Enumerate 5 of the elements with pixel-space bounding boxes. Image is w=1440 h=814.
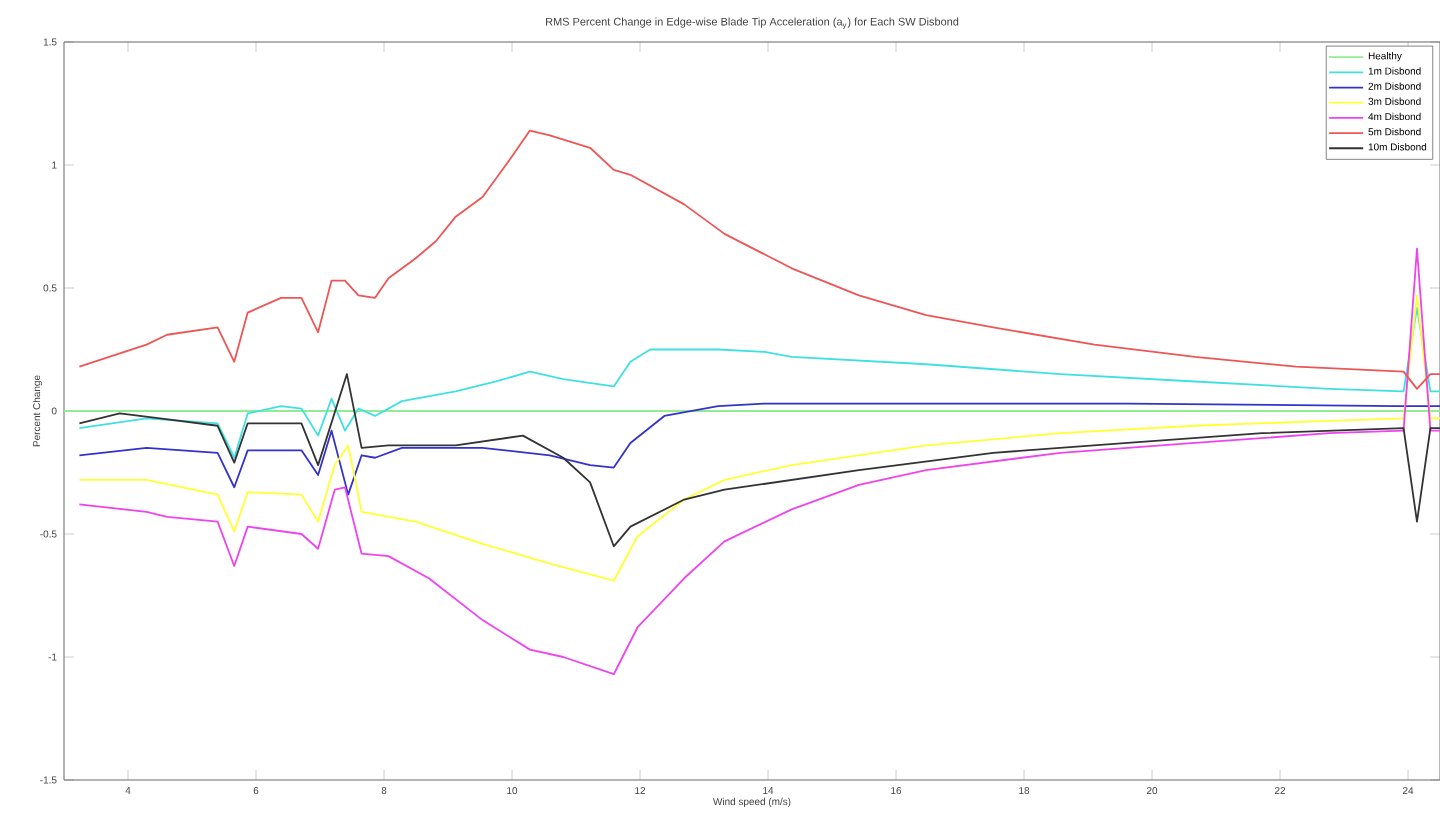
line-series (78, 294, 1440, 582)
line-series (78, 129, 1440, 390)
line-series (78, 373, 1440, 548)
line-series (78, 306, 1440, 459)
line-series (78, 247, 1440, 676)
